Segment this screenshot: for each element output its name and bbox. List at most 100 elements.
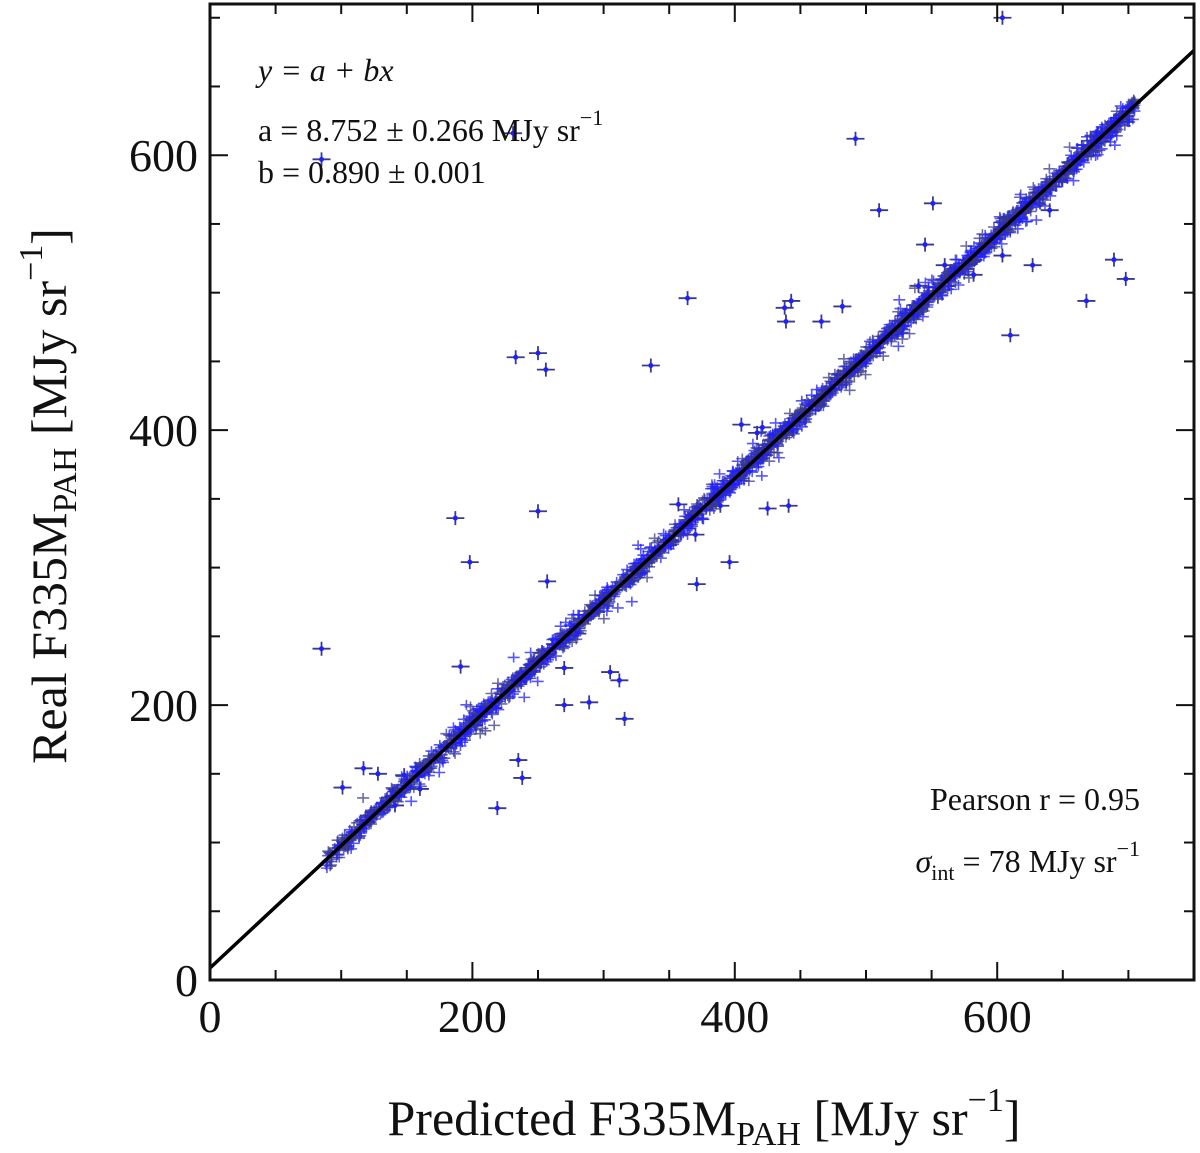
outlier-center <box>361 765 367 771</box>
outlier-center <box>417 786 423 792</box>
scatter-point <box>940 267 953 278</box>
scatter-point <box>1108 140 1121 151</box>
scatter-point <box>1063 142 1076 153</box>
sigma-value: = 78 MJy sr <box>955 843 1117 879</box>
outlier-center <box>922 242 928 248</box>
scatter-point <box>768 447 781 458</box>
scatter-point <box>867 351 880 362</box>
outlier-center <box>786 503 792 509</box>
scatter-point <box>518 692 531 703</box>
scatter-point <box>964 246 977 257</box>
scatter-point <box>404 782 417 793</box>
scatter-point <box>998 229 1011 240</box>
scatter-point <box>796 403 809 414</box>
outlier-center <box>999 15 1005 21</box>
scatter-point <box>783 408 796 419</box>
scatter-point <box>713 468 726 479</box>
outlier-center <box>535 350 541 356</box>
scatter-point <box>995 238 1008 249</box>
scatter-point <box>1030 215 1043 226</box>
scatter-point <box>837 353 850 364</box>
outlier-center <box>930 200 936 206</box>
scatter-point <box>795 395 808 406</box>
scatter-point <box>625 596 638 607</box>
sigma-sub: int <box>931 860 954 885</box>
scatter-point <box>528 653 541 664</box>
scatter-point <box>877 351 890 362</box>
scatter-point <box>1045 185 1058 196</box>
scatter-point <box>794 404 807 415</box>
scatter-point <box>1043 163 1056 174</box>
outlier-center <box>782 305 788 311</box>
scatter-point <box>1067 175 1080 186</box>
y-title-sup: −1 <box>13 245 50 281</box>
outlier-center <box>727 559 733 565</box>
scatter-point <box>950 254 963 265</box>
scatter-point <box>438 753 451 764</box>
outlier-center <box>452 515 458 521</box>
scatter-point <box>532 647 545 658</box>
plot-frame <box>208 2 1196 982</box>
outlier-center <box>515 757 521 763</box>
outlier-center <box>392 802 398 808</box>
fit-line <box>208 49 1196 970</box>
outlier-center <box>1111 257 1117 263</box>
scatter-point <box>831 369 844 380</box>
x-title-prefix: Predicted F335M <box>387 1090 736 1146</box>
scatter-point <box>1096 122 1109 133</box>
outlier-center <box>853 136 859 142</box>
scatter-point <box>507 652 520 663</box>
y-tick-label: 200 <box>129 680 198 731</box>
scatter-points <box>320 94 1141 874</box>
outlier-center <box>818 319 824 325</box>
scatter-point <box>1111 124 1124 135</box>
outlier-center <box>788 298 794 304</box>
x-title-sub: PAH <box>736 1116 801 1153</box>
outlier-center <box>765 505 771 511</box>
outlier-center <box>942 262 948 268</box>
scatter-point <box>678 504 691 515</box>
outlier-center <box>622 716 628 722</box>
scatter-point <box>324 860 337 871</box>
scatter-point <box>357 792 370 803</box>
scatter-point <box>348 821 361 832</box>
scatter-point <box>893 294 906 305</box>
x-tick-label: 400 <box>700 991 769 1042</box>
scatter-point <box>492 678 505 689</box>
outlier-center <box>759 424 765 430</box>
outlier-center <box>1047 207 1053 213</box>
outlier-center <box>685 295 691 301</box>
scatter-point <box>565 613 578 624</box>
scatter-point <box>659 530 672 541</box>
scatter-point <box>657 528 670 539</box>
outlier-center <box>494 805 500 811</box>
x-tick-label: 600 <box>963 991 1032 1042</box>
outlier-center <box>607 669 613 675</box>
scatter-point <box>354 830 367 841</box>
outlier-center <box>694 581 700 587</box>
scatter-point <box>336 832 349 843</box>
scatter-point <box>755 470 768 481</box>
outlier-center <box>574 631 580 637</box>
scatter-point <box>626 576 639 587</box>
scatter-point <box>341 843 354 854</box>
scatter-point <box>531 676 544 687</box>
scatter-point <box>488 720 501 731</box>
y-title-close: ] <box>21 228 77 245</box>
outlier-center <box>971 272 977 278</box>
outlier-center <box>692 532 698 538</box>
outlier-center <box>1007 332 1013 338</box>
sigma-int: σint = 78 MJy sr−1 <box>916 836 1141 885</box>
x-tick-label: 0 <box>199 991 222 1042</box>
scatter-point <box>835 382 848 393</box>
axis-ticks: 0 200 400 600 0 200 400 600 <box>129 4 1195 1042</box>
scatter-point <box>458 735 471 746</box>
outlier-center <box>1030 262 1036 268</box>
scatter-point <box>722 486 735 497</box>
outlier-center <box>375 771 381 777</box>
scatter-point <box>769 417 782 428</box>
y-tick-label: 600 <box>129 130 198 181</box>
scatter-point <box>463 711 476 722</box>
x-title-sup: −1 <box>968 1082 1004 1119</box>
